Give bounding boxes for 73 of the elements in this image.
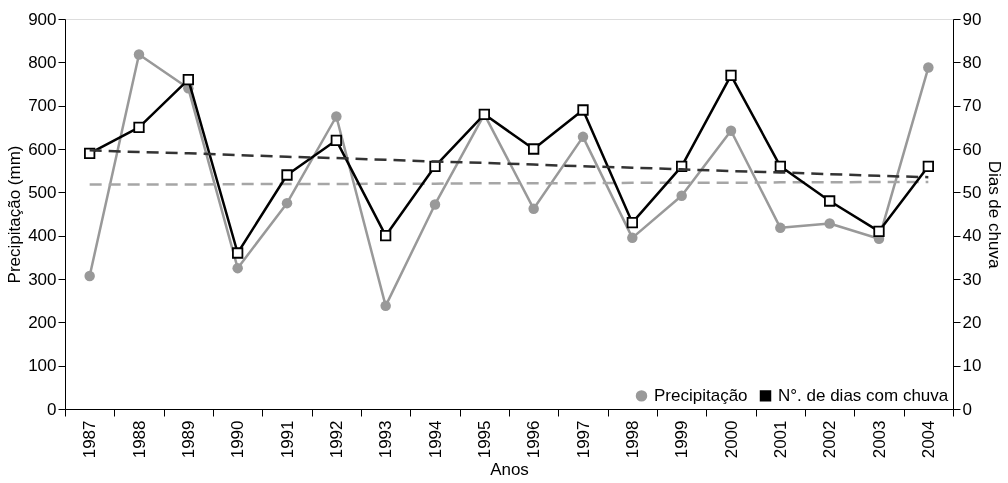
x-tick-label: 1989 [178, 420, 198, 459]
y-tick-label: 600 [28, 139, 57, 159]
point [824, 218, 835, 229]
y2-tick-label: 30 [962, 269, 982, 289]
x-axis-title: Anos [490, 460, 529, 480]
point [232, 262, 243, 274]
y-tick-label: 400 [28, 226, 57, 246]
point [281, 169, 293, 181]
x-tick-label: 1988 [129, 420, 149, 459]
point [873, 225, 885, 237]
x-tick-label: 2001 [770, 420, 790, 459]
point [528, 203, 539, 215]
y-tick-label: 500 [28, 182, 57, 202]
y2-tick-label: 90 [962, 9, 982, 29]
point [775, 222, 786, 234]
x-tick-label: 1990 [228, 420, 248, 459]
point [232, 247, 244, 259]
x-tick-label: 1995 [474, 420, 494, 459]
point [627, 232, 638, 244]
y-tick-label: 900 [28, 9, 57, 29]
y2-tick-label: 0 [962, 399, 972, 419]
y2-tick-label: 70 [962, 96, 982, 116]
point [922, 160, 934, 172]
point [331, 111, 342, 122]
y-axis-title: Precipitação (mm) [5, 145, 25, 284]
point [133, 49, 145, 60]
point [84, 270, 95, 282]
x-tick-label: 1998 [622, 420, 642, 459]
point [133, 121, 145, 133]
point [774, 160, 786, 172]
y2-tick-label: 50 [962, 182, 982, 202]
point [923, 62, 934, 73]
point [429, 199, 441, 210]
point [824, 195, 836, 207]
y2-tick-label: 80 [962, 52, 982, 72]
point [725, 69, 737, 81]
point [281, 197, 293, 209]
point [429, 160, 441, 172]
y-tick-label: 100 [28, 356, 57, 376]
y-tick-label: 800 [28, 52, 57, 72]
point [725, 125, 737, 137]
point [380, 300, 391, 312]
point [626, 217, 638, 229]
point [380, 230, 392, 242]
point [577, 104, 589, 116]
x-tick-label: 1994 [425, 420, 445, 459]
x-tick-label: 2004 [918, 420, 938, 459]
y2-axis-title: Dias de chuva [985, 160, 1005, 269]
x-tick-label: 1992 [326, 420, 346, 459]
point [676, 190, 687, 202]
point [330, 134, 342, 146]
x-tick-label: 1996 [524, 420, 544, 459]
y-tick-label: 0 [47, 399, 57, 419]
point [577, 131, 589, 143]
x-tick-label: 1999 [672, 420, 692, 459]
x-tick-label: 1987 [80, 420, 100, 459]
y2-tick-label: 10 [962, 356, 982, 376]
legend-label: Precipitação [654, 385, 748, 405]
x-tick-label: 2002 [820, 420, 840, 459]
x-tick-label: 1991 [277, 420, 297, 459]
y2-tick-label: 40 [962, 226, 982, 246]
y2-tick-label: 20 [962, 312, 982, 332]
x-tick-label: 2003 [869, 420, 889, 459]
x-tick-label: 1997 [573, 420, 593, 459]
x-tick-label: 1993 [376, 420, 396, 459]
y-tick-label: 200 [28, 312, 57, 332]
y-tick-label: 700 [28, 96, 57, 116]
point [182, 74, 194, 86]
legend-label: N°. de dias com chuva [778, 385, 949, 405]
y2-tick-label: 60 [962, 139, 982, 159]
x-tick-label: 2000 [721, 420, 741, 459]
y-tick-label: 300 [28, 269, 57, 289]
point [528, 143, 540, 155]
